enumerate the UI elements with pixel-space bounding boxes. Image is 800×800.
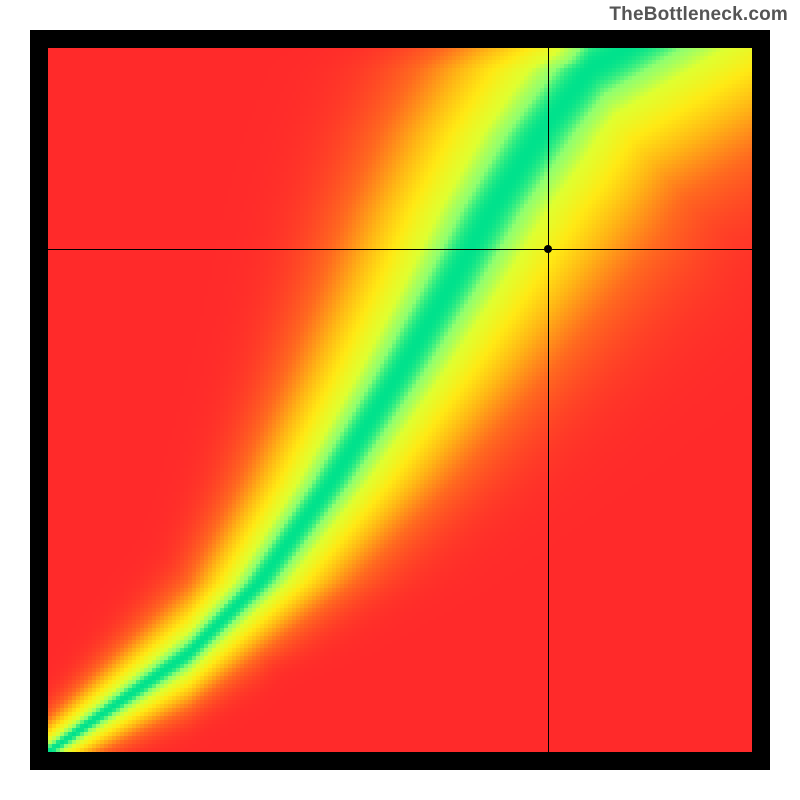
plot-frame (30, 30, 770, 770)
watermark-text: TheBottleneck.com (609, 4, 788, 26)
figure-container: TheBottleneck.com (0, 0, 800, 800)
plot-area (48, 48, 752, 752)
crosshair-marker (544, 245, 552, 253)
heatmap-canvas (48, 48, 752, 752)
crosshair-horizontal (48, 249, 752, 250)
crosshair-vertical (548, 48, 549, 752)
